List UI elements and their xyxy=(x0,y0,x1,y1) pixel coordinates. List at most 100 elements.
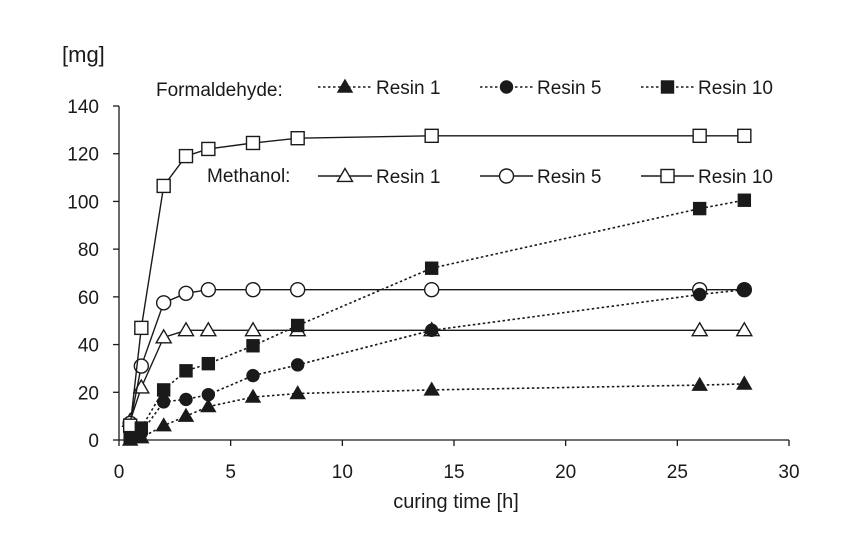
legend-entry-methanol-resin-10: Resin 10 xyxy=(641,167,773,188)
legend-series-name: Resin 1 xyxy=(376,78,440,99)
data-point-formaldehyde-resin-10 xyxy=(134,421,149,435)
data-point-methanol-resin-10 xyxy=(134,320,149,336)
data-point-formaldehyde-resin-5 xyxy=(246,368,260,383)
data-point-formaldehyde-resin-1 xyxy=(289,385,306,400)
x-ticks: 0 5 10 15 20 25 30 xyxy=(114,440,800,483)
y-tick-label: 100 xyxy=(67,192,99,213)
series-formaldehyde-resin-10 xyxy=(123,193,752,445)
data-point-methanol-resin-5 xyxy=(245,282,261,298)
legend-entry-formaldehyde-resin-5: Resin 5 xyxy=(480,78,601,99)
series-line-methanol-resin-1 xyxy=(129,329,745,422)
data-point-formaldehyde-resin-10 xyxy=(246,339,260,353)
x-tick-label: 5 xyxy=(225,462,236,483)
x-tick-label: 25 xyxy=(667,462,688,483)
data-point-methanol-resin-5 xyxy=(155,295,172,311)
legend-methanol-label: Methanol: xyxy=(207,166,290,187)
legend-marker xyxy=(660,168,675,184)
x-tick-label: 20 xyxy=(555,462,576,483)
legend-marker xyxy=(498,168,515,184)
data-point-formaldehyde-resin-1 xyxy=(155,417,172,432)
legend-series-name: Resin 10 xyxy=(698,78,773,99)
data-point-methanol-resin-5 xyxy=(178,285,194,301)
data-point-methanol-resin-10 xyxy=(245,135,261,151)
data-point-methanol-resin-1 xyxy=(690,321,709,337)
legend-entry-methanol-resin-1: Resin 1 xyxy=(318,167,440,188)
y-tick-label: 0 xyxy=(88,431,99,452)
data-point-formaldehyde-resin-1 xyxy=(423,381,440,396)
x-tick-label: 15 xyxy=(443,462,464,483)
y-tick-label: 120 xyxy=(67,145,99,166)
data-point-formaldehyde-resin-5 xyxy=(737,283,752,297)
data-point-methanol-resin-10 xyxy=(290,131,305,146)
y-tick-label: 140 xyxy=(67,97,99,118)
data-point-formaldehyde-resin-5 xyxy=(179,392,193,407)
y-tick-label: 60 xyxy=(78,288,99,309)
data-point-formaldehyde-resin-5 xyxy=(424,323,439,337)
data-point-methanol-resin-5 xyxy=(200,282,217,298)
data-point-formaldehyde-resin-10 xyxy=(123,430,137,445)
x-tick-label: 0 xyxy=(114,462,125,483)
data-point-formaldehyde-resin-5 xyxy=(201,387,216,402)
legend-formaldehyde-label: Formaldehyde: xyxy=(156,80,283,101)
series-methanol-resin-5 xyxy=(122,282,753,431)
data-point-formaldehyde-resin-10 xyxy=(692,201,707,216)
data-point-methanol-resin-5 xyxy=(423,282,440,298)
legend-series-name: Resin 10 xyxy=(698,167,773,188)
data-point-formaldehyde-resin-5 xyxy=(692,287,707,302)
data-point-formaldehyde-resin-1 xyxy=(736,375,753,390)
data-point-formaldehyde-resin-10 xyxy=(737,193,752,207)
plot-series xyxy=(121,128,754,446)
data-point-formaldehyde-resin-10 xyxy=(156,383,171,397)
legend-entry-methanol-resin-5: Resin 5 xyxy=(480,167,601,188)
series-line-formaldehyde-resin-10 xyxy=(129,199,745,439)
data-point-methanol-resin-10 xyxy=(156,178,171,194)
data-point-formaldehyde-resin-10 xyxy=(424,261,439,275)
series-line-methanol-resin-10 xyxy=(129,135,745,426)
legend-marker xyxy=(336,167,354,183)
x-tick-label: 10 xyxy=(332,462,353,483)
data-point-methanol-resin-10 xyxy=(692,128,707,144)
y-tick-label: 80 xyxy=(78,240,99,261)
legend-series-name: Resin 5 xyxy=(537,78,601,99)
data-point-methanol-resin-10 xyxy=(737,128,752,144)
data-point-formaldehyde-resin-1 xyxy=(200,398,217,413)
legend-entry-formaldehyde-resin-10: Resin 10 xyxy=(641,78,773,99)
y-ticks: 0 20 40 60 80 100 120 140 xyxy=(67,97,119,452)
legend-marker xyxy=(660,80,675,94)
data-point-methanol-resin-1 xyxy=(177,321,195,337)
data-point-methanol-resin-1 xyxy=(154,328,173,344)
data-point-methanol-resin-1 xyxy=(244,321,262,337)
y-tick-label: 20 xyxy=(78,383,99,404)
data-point-methanol-resin-10 xyxy=(201,141,216,157)
data-point-formaldehyde-resin-1 xyxy=(177,407,195,422)
data-point-methanol-resin-5 xyxy=(289,282,306,298)
series-line-formaldehyde-resin-5 xyxy=(129,288,745,439)
legend-entry-formaldehyde-resin-1: Resin 1 xyxy=(318,78,440,99)
x-tick-label: 30 xyxy=(778,462,799,483)
series-methanol-resin-1 xyxy=(121,321,754,427)
legend-marker xyxy=(336,78,354,93)
legend-keys: Resin 1 Resin 5 Resin 10 Resin 1 Resin 5 Resi… xyxy=(318,78,773,188)
legend-series-name: Resin 1 xyxy=(376,167,440,188)
x-axis-title: curing time [h] xyxy=(393,491,519,513)
data-point-formaldehyde-resin-5 xyxy=(290,358,305,372)
series-formaldehyde-resin-1 xyxy=(121,375,753,446)
data-point-methanol-resin-10 xyxy=(178,148,194,164)
legend-series-name: Resin 5 xyxy=(537,167,601,188)
data-point-formaldehyde-resin-10 xyxy=(201,356,216,371)
y-axis-unit-label: [mg] xyxy=(62,42,105,67)
data-point-formaldehyde-resin-10 xyxy=(290,318,305,333)
data-point-methanol-resin-1 xyxy=(735,321,754,337)
data-point-formaldehyde-resin-1 xyxy=(691,376,708,391)
y-tick-label: 40 xyxy=(78,336,99,357)
series-formaldehyde-resin-5 xyxy=(123,283,752,445)
series-line-methanol-resin-5 xyxy=(129,289,745,424)
series-methanol-resin-10 xyxy=(122,128,752,433)
legend-marker xyxy=(499,80,514,94)
data-point-formaldehyde-resin-1 xyxy=(244,388,262,403)
data-point-formaldehyde-resin-10 xyxy=(179,364,193,378)
data-point-methanol-resin-1 xyxy=(199,321,218,337)
legend: Formaldehyde: Methanol: xyxy=(156,80,290,187)
data-point-methanol-resin-10 xyxy=(424,128,439,144)
